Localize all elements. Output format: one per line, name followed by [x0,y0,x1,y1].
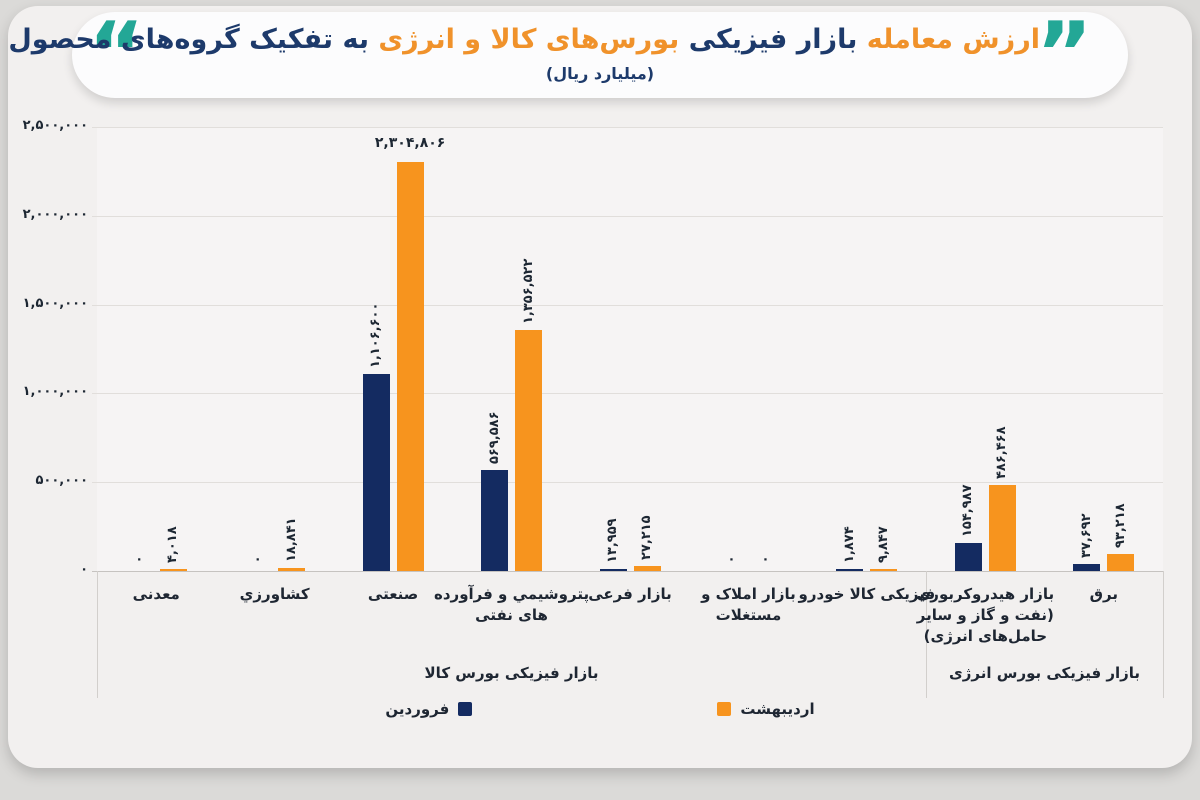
category-label-line: بازار هیدروکربوری [916,585,1055,603]
title-segment: بازار فیزیکی [688,24,858,55]
category-label-line: معدنی [132,585,180,603]
legend-item: اردیبهشت [717,700,815,718]
y-axis-tick-label: ۲,۵۰۰,۰۰۰ [22,118,88,133]
page-card [8,6,1192,768]
bar-s0-c2 [362,374,390,571]
group-label: بازار فیزیکی بورس کالا [424,664,599,682]
title-pill [72,12,1128,98]
group-label: بازار فیزیکی بورس انرژی [949,664,1141,682]
bar-value-label-text: ۵۶۹,۵۸۶ [486,411,502,464]
y-axis-tick-label: ۱,۵۰۰,۰۰۰ [22,295,88,311]
bar-value-label-text: ۳۷,۶۹۲ [1078,513,1094,559]
bar-s1-c1 [278,567,306,571]
bar-value-label: ۰ [761,552,770,567]
category-label: پتروشیمي و فرآورده های نفتی [432,584,592,626]
category-label: معدنی [76,584,236,605]
bar-value-label: ۰ [135,552,144,567]
bar-s0-c7 [954,543,982,571]
category-label: بازار املاک و مستغلات [668,584,828,626]
category-label-line: پتروشیمي و فرآورده [434,585,590,603]
bar-value-label-text: ۱۸,۸۴۱ [283,517,299,562]
y-axis-tick-label: ۵۰۰,۰۰۰ [35,473,88,489]
bar-value-label-text: ۱,۸۷۴ [841,525,857,563]
bar-value-label: ۲,۳۰۴,۸۰۶ [374,134,446,151]
bar-value-label-text: ۱,۳۵۶,۵۲۲ [520,258,536,325]
legend-swatch [458,702,473,716]
gridline [92,215,1163,217]
bar-s0-c4 [599,568,627,571]
legend-item: فروردین [385,700,473,718]
bar-s1-c4 [633,566,661,571]
category-label-line: بازار فرعی [588,585,672,603]
category-label-line: فیزیکی کالا خودرو [798,585,936,603]
bar-value-label-text: ۴۸۶,۴۶۸ [994,426,1010,479]
bar-value-label-text: ۱۵۴,۹۸۷ [960,484,976,538]
legend: فروردین اردیبهشت [25,700,1175,718]
category-label: کشاورزي [195,584,355,605]
bar-s0-c8 [1073,564,1101,571]
y-axis-tick-label: ۰ [80,562,88,577]
bar-s1-c0 [159,568,187,571]
group-divider [97,571,98,698]
bar-s0-c3 [481,469,509,571]
title-segment: بورس‌های کالا و انرژی [378,24,680,55]
chart-subtitle: (میلیارد ریال) [545,64,655,83]
legend-label: اردیبهشت [740,700,815,718]
bar-value-label-text: ۲۷,۲۱۵ [639,515,654,561]
bar-s1-c2 [396,161,424,571]
group-divider [1163,571,1164,698]
category-label-line: های نفتی [475,606,548,624]
chart-title: ارزش معامله بازار فیزیکی بورس‌های کالا و… [8,24,1040,55]
gridline [92,304,1163,306]
bar-s1-c3 [515,330,543,571]
legend-swatch [717,702,732,716]
gridline [92,127,1163,128]
bar-s0-c6 [836,568,864,571]
title-segment: به تفکیک گروه‌های محصول [8,24,369,55]
category-label-line: (نفت و گاز و سایر [916,606,1054,624]
bar-s1-c6 [870,568,898,571]
gridline [92,482,1163,484]
category-label-line: کشاورزي [239,585,310,603]
plot-background [97,127,1163,571]
category-label: بازار فرعی [550,584,710,605]
bar-value-label-text: ۱۳,۹۵۹ [605,517,620,563]
bar-value-label-text: ۴,۰۱۸ [165,525,181,563]
category-label: بازار هیدروکربوری (نفت و گاز و سایر حامل‌ه… [905,584,1065,647]
category-label: صنعتی [313,584,473,605]
category-label-line: مستغلات [715,606,782,624]
category-label-line: برق [1089,585,1118,603]
category-label: برق [1024,584,1184,605]
category-label-line: صنعتی [367,585,419,603]
bar-value-label-text: ۹,۸۴۷ [875,525,891,563]
title-segment: ارزش معامله [866,24,1040,55]
legend-label: فروردین [385,700,450,718]
category-label-line: حامل‌های انرژی) [923,627,1048,645]
close-quote-icon: ” [1036,4,1093,104]
y-axis-tick-label: ۲,۰۰۰,۰۰۰ [22,206,88,222]
category-label: فیزیکی کالا خودرو [787,584,947,605]
bar-value-label: ۰ [727,552,736,567]
bar-s1-c8 [1107,554,1135,571]
bar-s1-c7 [988,484,1016,571]
open-quote-icon: “ [88,4,145,104]
bar-value-label-text: ۱,۱۰۶,۶۰۰ [368,303,384,369]
gridline [92,393,1163,395]
y-axis-tick-label: ۱,۰۰۰,۰۰۰ [22,384,88,400]
gridline [92,571,1163,572]
group-divider [926,571,928,698]
bar-value-label: ۰ [253,552,262,567]
category-label-line: بازار املاک و [701,585,796,603]
bar-value-label-text: ۹۳,۲۱۸ [1112,503,1128,549]
